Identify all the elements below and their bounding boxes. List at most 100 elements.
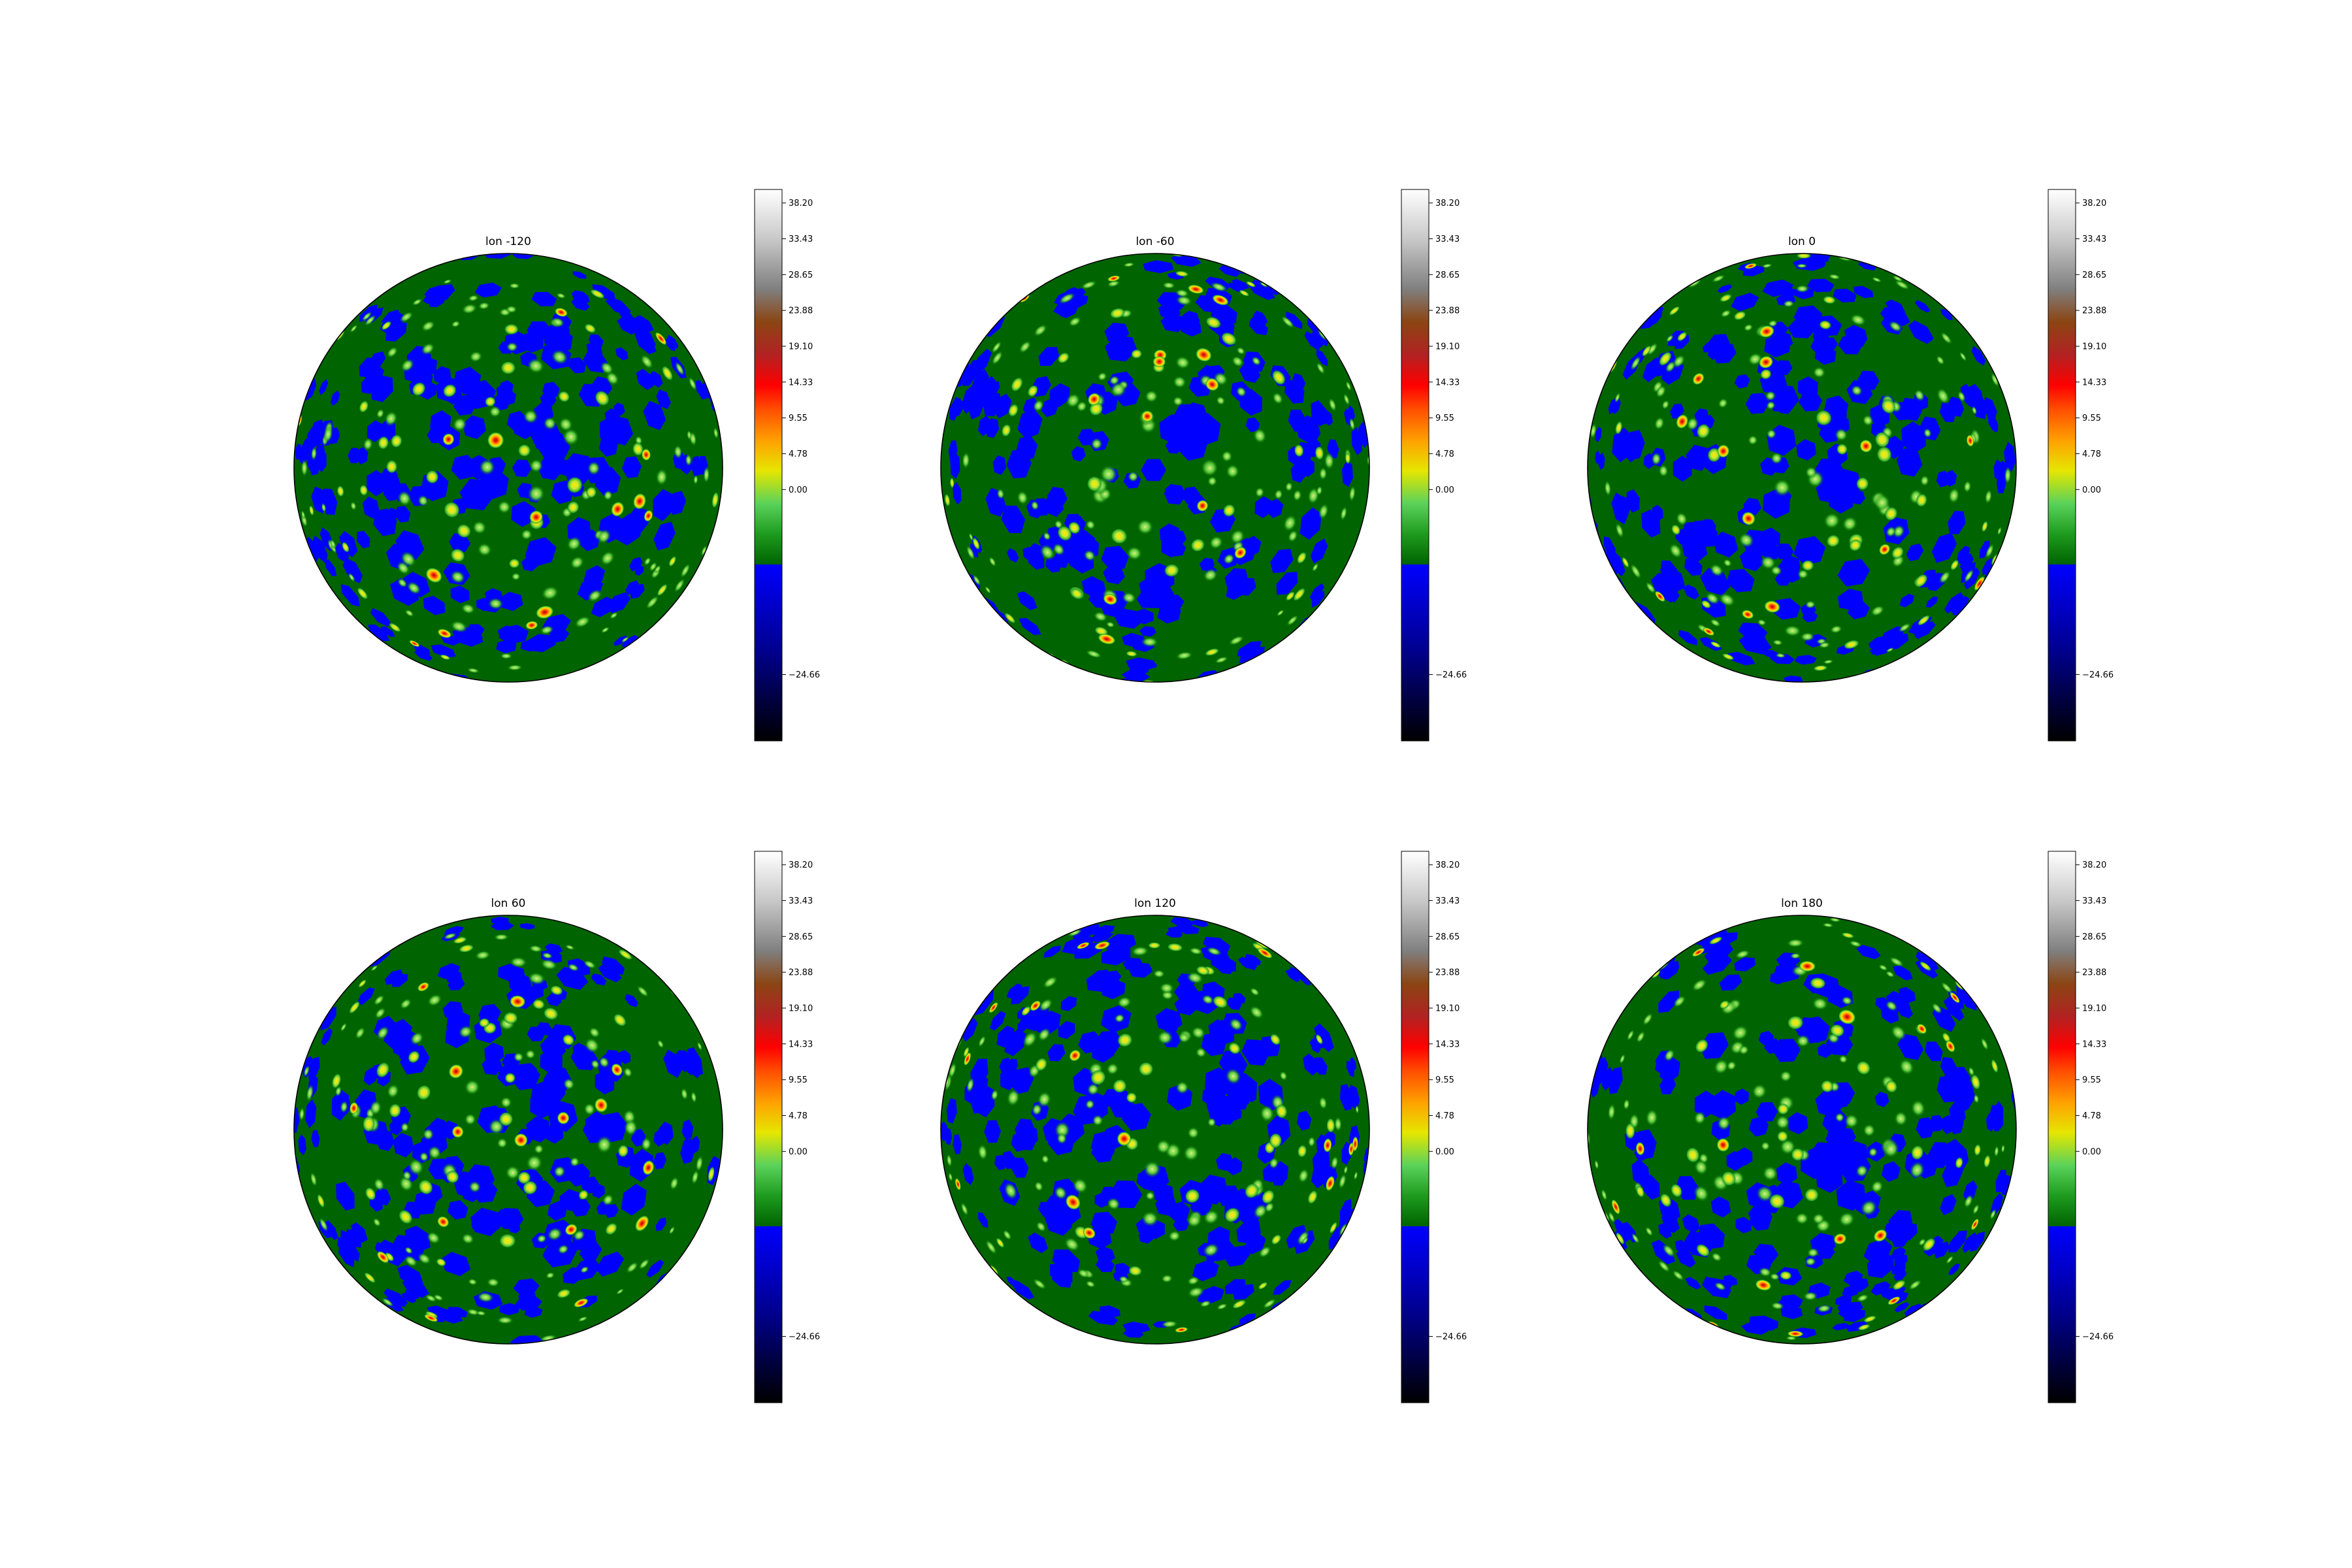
weak-peak [1286,615,1299,627]
negative-cell [496,383,513,400]
weak-peak [1077,1268,1090,1279]
moderate-peak [1919,961,1932,972]
strong-peak [425,567,443,583]
negative-cell [512,1343,540,1355]
negative-cell [1774,572,1791,586]
weak-peak [527,485,546,503]
weak-peak [466,1308,480,1316]
strong-peak [573,1298,589,1308]
weak-peak [363,437,373,451]
weak-peak [703,466,710,483]
moderate-peak [1011,377,1023,392]
colorbar-tick-label: 33.43 [2082,235,2106,244]
weak-peak [1064,1237,1080,1252]
weak-peak [693,474,698,485]
negative-cell [1218,265,1240,277]
weak-peak [536,1234,547,1243]
weak-peak [670,1176,679,1190]
moderate-peak [1057,525,1072,542]
negative-cell [1608,398,1617,415]
negative-cell [1053,298,1077,316]
negative-cell [330,390,340,406]
negative-cell [491,916,509,924]
negative-cell [1659,1076,1676,1094]
negative-cell [1788,1112,1808,1135]
panel-2: lon 0 38.20 33.43 28.65 23.88 19.10 14.33 9.55 4… [1587,189,2114,742]
negative-cell [613,635,627,646]
negative-cell [1595,450,1601,465]
weak-peak [1711,1252,1722,1262]
globe-outline [940,253,1370,683]
weak-peak [1860,1200,1877,1217]
negative-cell [1661,561,1677,578]
negative-cell [512,459,532,478]
weak-peak [1210,282,1228,292]
strong-peak [1212,294,1229,306]
negative-cell [340,584,360,607]
weak-peak [1588,1130,1591,1148]
negative-cell [1114,608,1143,629]
colorbar-tick-label: 4.78 [1435,1111,1454,1121]
strong-peak [611,501,625,517]
moderate-peak [1131,349,1143,359]
negative-cell [563,453,594,485]
weak-peak [1894,280,1910,290]
weak-peak [400,359,414,372]
weak-peak [1693,1111,1706,1125]
moderate-peak [1721,1171,1737,1186]
weak-peak [1871,276,1882,283]
strong-peak [1716,1137,1730,1152]
colorbar-gradient [1401,851,1429,1403]
moderate-peak [1970,1074,1981,1090]
negative-cell [1682,1214,1700,1233]
weak-peak [1349,417,1356,431]
negative-cell [1017,591,1037,610]
moderate-peak [1881,399,1896,414]
colorbar-tick-label: 28.65 [1435,932,1460,942]
weak-peak [1963,480,1972,493]
weak-peak [306,1084,314,1102]
weak-peak [472,520,487,535]
negative-cell [1893,965,1913,981]
negative-cell [1856,945,1881,960]
weak-peak [1330,1155,1339,1170]
weak-peak [1812,1213,1825,1225]
negative-cell [1944,592,1964,614]
strong-peak [1117,1131,1132,1147]
negative-cell [1926,596,1938,608]
weak-peak [1053,543,1065,556]
weak-peak [1090,438,1103,450]
weak-peak [1203,568,1218,582]
weak-peak [991,350,1004,366]
negative-cell [946,1098,957,1124]
weak-peak [1608,1211,1616,1224]
globe-field [1588,253,2016,682]
weak-peak [713,427,719,440]
strong-peak [1352,1136,1358,1152]
moderate-peak [1113,1079,1127,1094]
weak-peak [1806,1247,1820,1258]
negative-cell [1858,261,1877,270]
weak-peak [451,320,461,328]
negative-cell [1655,1057,1667,1073]
negative-cell [1609,585,1623,604]
negative-cell [1899,593,1915,608]
negative-cell [1105,335,1137,362]
negative-cell [1011,1157,1029,1178]
moderate-peak [1271,370,1286,385]
negative-cell [444,926,464,936]
negative-cell [1712,531,1739,558]
colorbar-tick-label: −24.66 [789,670,820,680]
weak-peak [1230,529,1245,545]
weak-peak [1783,625,1802,637]
weak-peak [1097,372,1107,382]
weak-peak [397,491,412,506]
weak-peak [1269,1157,1279,1169]
negative-cell [1885,633,1909,651]
negative-cell [1043,945,1061,958]
negative-cell [1686,444,1710,471]
moderate-peak [425,470,439,484]
weak-peak [546,1271,555,1279]
weak-peak [486,1277,500,1287]
weak-peak [1883,1140,1899,1158]
